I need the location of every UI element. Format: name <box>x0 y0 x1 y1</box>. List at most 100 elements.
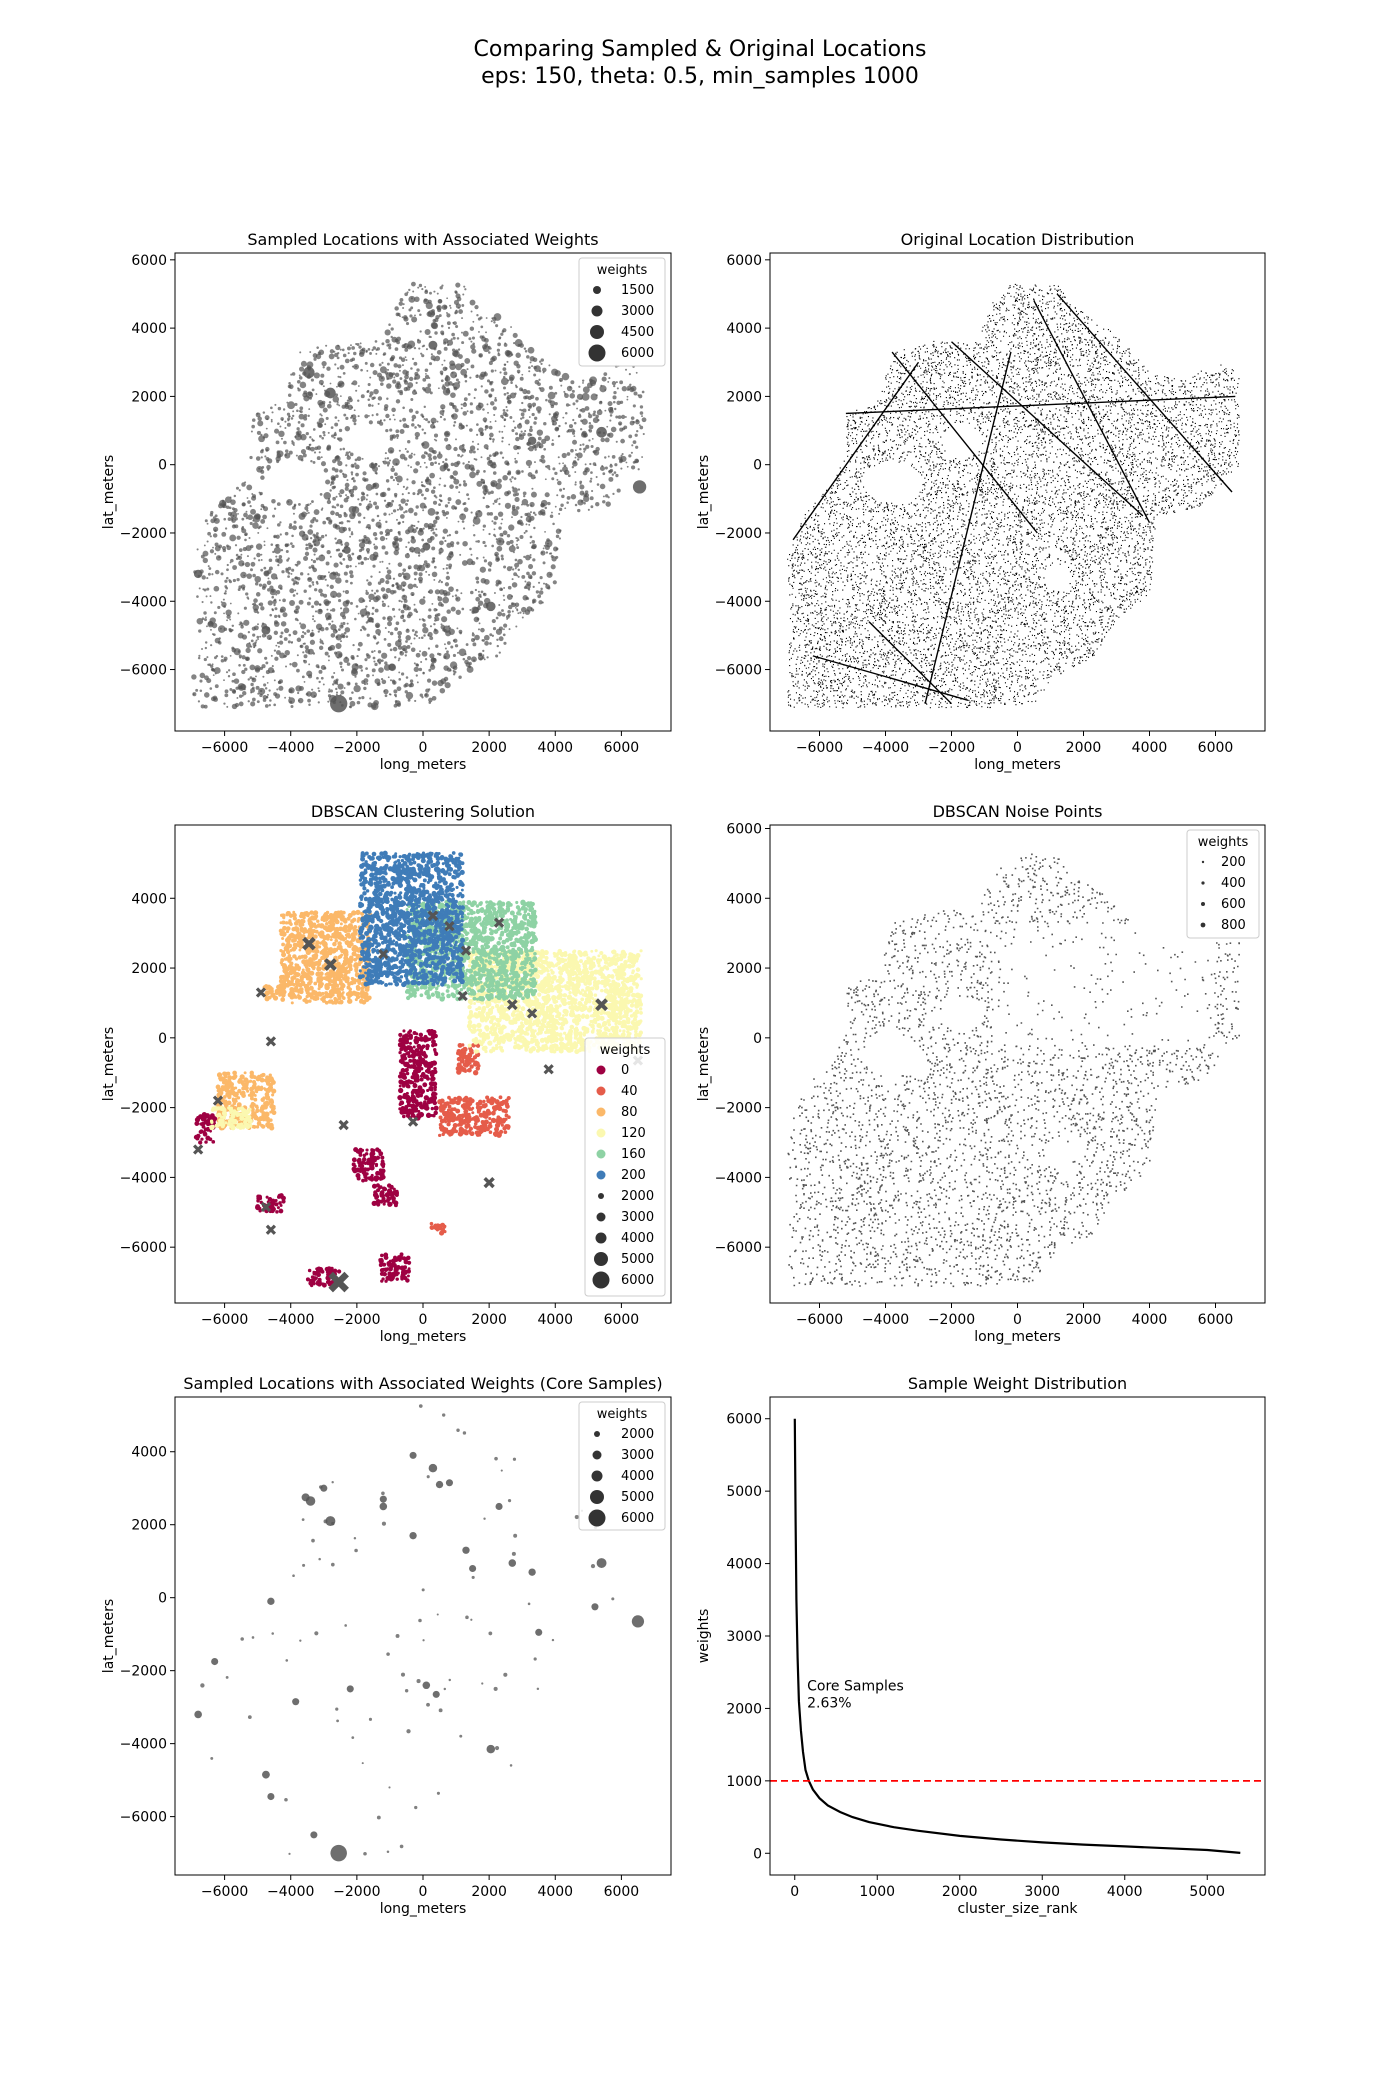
sample-point <box>417 520 420 523</box>
sample-point <box>395 475 403 483</box>
sample-point <box>335 495 338 498</box>
plot-area-dbscan <box>193 850 644 1293</box>
sample-point <box>449 304 452 307</box>
sample-point <box>218 544 223 549</box>
sample-point <box>302 651 305 654</box>
sample-point <box>296 592 299 595</box>
cluster-0-point <box>412 1051 418 1057</box>
sample-point <box>385 479 390 483</box>
panel-title-sampled: Sampled Locations with Associated Weight… <box>247 230 598 249</box>
sample-point <box>374 471 378 475</box>
sample-point <box>379 421 384 426</box>
cluster-40-point <box>458 1120 463 1125</box>
sample-point <box>580 431 587 438</box>
cluster-40-point <box>468 1131 473 1135</box>
sample-point <box>376 514 380 518</box>
y-tick-label-original: 6000 <box>726 253 762 269</box>
cluster-40-point <box>482 1110 486 1115</box>
sample-point <box>284 655 287 658</box>
sample-point <box>446 297 449 300</box>
sample-point <box>452 673 456 676</box>
sample-point <box>326 499 332 505</box>
sample-point <box>440 404 446 410</box>
sample-point <box>450 645 454 649</box>
sample-point <box>511 428 515 433</box>
sample-point <box>497 511 504 517</box>
sample-point <box>276 450 281 454</box>
sample-point <box>288 633 292 637</box>
cluster-80-point <box>288 919 292 923</box>
cluster-0-point <box>373 1175 379 1181</box>
sample-point <box>252 519 255 522</box>
sample-point <box>413 468 419 474</box>
sample-point <box>363 516 366 520</box>
sample-point <box>413 662 416 665</box>
sample-point <box>500 377 509 386</box>
sample-point <box>497 352 500 355</box>
sample-point <box>358 502 362 506</box>
sample-point <box>511 582 518 588</box>
cluster-0-point <box>387 1263 391 1267</box>
cluster-80-point <box>309 970 315 976</box>
sample-point <box>299 351 302 354</box>
sample-point <box>302 630 305 634</box>
original-points <box>787 283 1240 709</box>
sample-point <box>458 491 461 494</box>
sample-point <box>388 418 392 421</box>
sample-point <box>456 541 460 545</box>
legend-marker <box>591 305 603 317</box>
sample-point <box>445 575 451 581</box>
sample-point <box>258 687 266 695</box>
sample-point <box>540 502 546 508</box>
sample-point <box>367 581 372 586</box>
sample-point <box>470 511 473 514</box>
sample-point <box>402 307 405 310</box>
sample-point <box>227 675 231 678</box>
sample-point <box>465 424 468 427</box>
cluster-0-point <box>382 1199 387 1204</box>
sample-point <box>529 576 533 580</box>
sample-point <box>251 424 255 429</box>
sample-point <box>273 703 276 707</box>
sample-point <box>596 483 600 486</box>
sample-point <box>514 457 517 460</box>
sample-point <box>310 459 313 463</box>
cluster-0-point <box>406 1274 410 1278</box>
sample-point <box>362 471 367 476</box>
sample-point <box>229 602 232 605</box>
sample-point <box>522 612 525 615</box>
cluster-0-point <box>325 1269 330 1274</box>
sample-point <box>404 690 408 694</box>
sample-point <box>558 507 563 511</box>
cluster-0-point <box>380 1155 385 1160</box>
sample-point <box>482 528 485 531</box>
sample-point <box>452 653 457 658</box>
sample-point <box>446 571 449 575</box>
sample-point <box>432 657 437 662</box>
sample-point <box>365 350 368 353</box>
sample-point <box>416 339 421 344</box>
cluster-40-point <box>481 1120 486 1126</box>
sample-point <box>199 672 206 679</box>
sample-point <box>372 370 378 376</box>
sample-point <box>251 697 256 702</box>
sample-point <box>260 456 263 459</box>
sample-point <box>399 428 405 434</box>
sample-point <box>395 582 399 586</box>
sample-point <box>225 671 229 674</box>
cluster-0-point <box>369 1163 375 1169</box>
sample-point <box>454 408 459 413</box>
sample-point <box>514 562 520 568</box>
sample-point <box>369 697 372 700</box>
y-tick-label-dbscan: −6000 <box>120 1240 167 1256</box>
sample-point <box>281 419 284 421</box>
sample-point <box>411 524 414 527</box>
sample-point <box>309 537 313 540</box>
sample-point <box>634 433 638 437</box>
sample-point <box>207 531 211 536</box>
sample-point <box>348 451 351 454</box>
sample-point <box>326 549 331 555</box>
sample-point <box>447 641 451 645</box>
sample-point <box>498 651 501 654</box>
